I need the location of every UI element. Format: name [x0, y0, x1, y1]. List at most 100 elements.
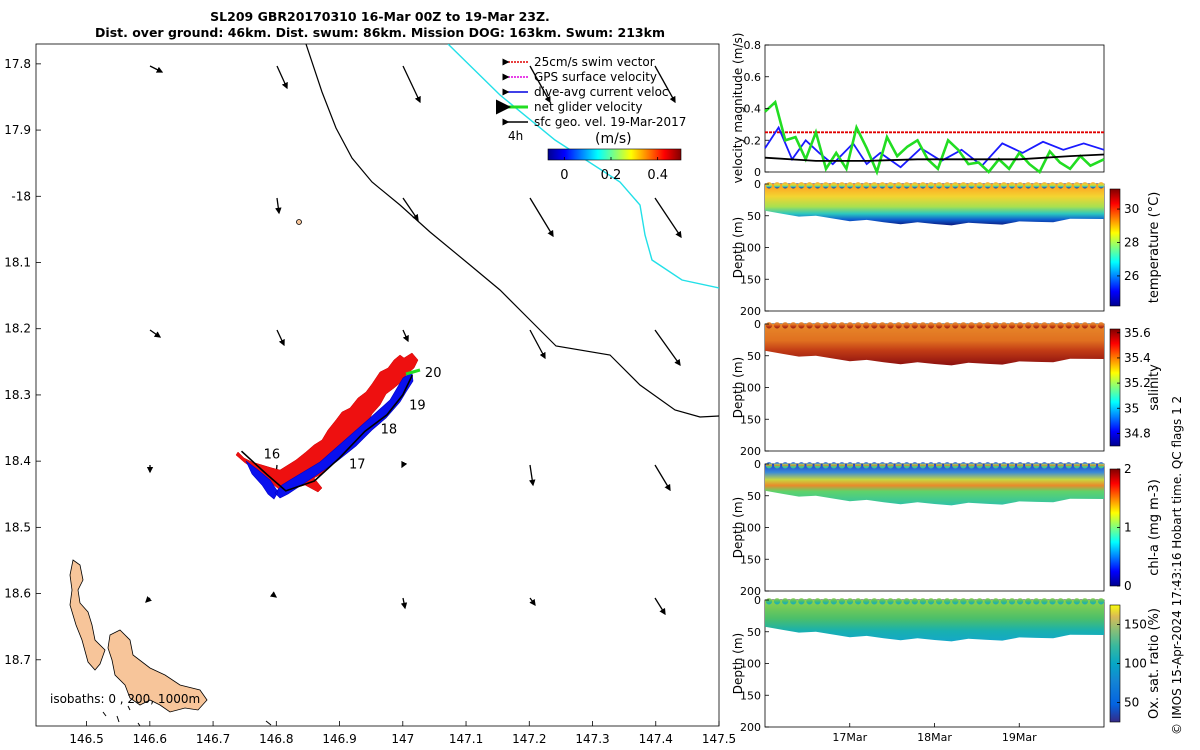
profile-dot — [879, 182, 886, 189]
profile-dot — [960, 598, 967, 605]
map-x-tick-label: 147.5 — [702, 732, 736, 746]
profile-dot — [1016, 598, 1024, 605]
geo-arrow — [149, 329, 162, 338]
profile-dot — [1033, 598, 1040, 605]
profile-dot — [927, 182, 935, 189]
profile-dot — [822, 598, 829, 605]
profile-dot — [968, 598, 975, 605]
profile-dot — [871, 598, 878, 605]
section-y-tick-label: 200 — [740, 585, 761, 598]
isobath-200m — [305, 44, 719, 418]
profile-dot — [911, 598, 918, 605]
section-colorbar-tick-label: 35.2 — [1124, 376, 1151, 390]
velocity-ylabel: velocity magnitude (m/s) — [731, 33, 745, 184]
profile-dot — [887, 462, 894, 469]
profile-dot — [935, 322, 943, 329]
profile-dot — [952, 598, 959, 605]
section-colorbar-tick-label: 1 — [1124, 521, 1132, 535]
day-label: 19 — [409, 399, 426, 414]
profile-dot — [798, 322, 805, 329]
profile-dot — [935, 462, 943, 469]
profile-dot — [798, 598, 805, 605]
section-y-tick-label: 100 — [740, 382, 761, 395]
section-y-tick-label: 150 — [740, 553, 761, 566]
profile-dot — [895, 322, 902, 329]
section-colorbar-tick-label: 34.8 — [1124, 426, 1151, 440]
profile-dot — [887, 182, 894, 189]
profile-dot — [871, 462, 878, 469]
map-x-tick-label: 146.9 — [322, 732, 356, 746]
profile-dot — [1081, 182, 1089, 189]
profile-dot — [1065, 462, 1072, 469]
section-colorbar-tick-label: 2 — [1124, 462, 1132, 476]
profile-dot — [952, 462, 959, 469]
island-north — [69, 559, 106, 671]
section-x-tick-label: 18Mar — [917, 731, 952, 744]
credit-text: © IMOS 15-Apr-2024 17:43:16 Hobart time.… — [1170, 395, 1184, 735]
section-ylabel: Depth (m) — [731, 217, 745, 278]
profile-dot — [806, 182, 813, 189]
profile-dot — [830, 462, 837, 469]
geo-arrow — [269, 591, 278, 598]
map-y-tick-label: 18.1 — [4, 256, 31, 270]
profile-dot — [806, 462, 813, 469]
section-x-tick-label: 19Mar — [1002, 731, 1037, 744]
profile-dot — [871, 322, 878, 329]
profile-dot — [814, 462, 821, 469]
profile-dot — [790, 598, 797, 605]
profile-dot — [765, 598, 773, 605]
profile-dot — [854, 182, 862, 189]
section-ylabel: Depth (m) — [731, 497, 745, 558]
profile-dot — [863, 598, 870, 605]
profile-dot — [927, 462, 935, 469]
profile-dot — [960, 182, 967, 189]
speed-colorbar — [547, 148, 682, 161]
profile-dot — [976, 462, 983, 469]
velocity-y-tick-label: 0.4 — [744, 103, 762, 116]
profile-dot — [1049, 598, 1056, 605]
net-glider-vector — [405, 368, 421, 376]
geo-arrow — [276, 329, 285, 347]
profile-dot — [798, 462, 805, 469]
profile-dot — [1057, 462, 1064, 469]
section-ylabel: Depth (m) — [731, 357, 745, 418]
profile-dot — [798, 182, 805, 189]
geo-arrow — [149, 65, 164, 73]
profile-dot — [1008, 598, 1016, 605]
geo-arrow — [529, 65, 551, 104]
day-label: 20 — [425, 366, 442, 381]
profile-dot — [1049, 322, 1056, 329]
profile-dot — [992, 598, 999, 605]
map-y-tick-label: 18.2 — [4, 322, 31, 336]
profile-dot — [830, 322, 837, 329]
section-y-tick-label: 100 — [740, 242, 761, 255]
profile-dot — [846, 598, 854, 605]
profile-dot — [1081, 462, 1089, 469]
section-y-tick-label: 150 — [740, 413, 761, 426]
profile-dot — [790, 462, 797, 469]
profile-dot — [968, 322, 975, 329]
section-data-field — [765, 184, 1104, 226]
profile-dot — [822, 182, 829, 189]
profile-dot — [1000, 322, 1008, 329]
profile-dot — [944, 182, 951, 189]
profile-dot — [984, 598, 991, 605]
profile-dot — [1041, 182, 1048, 189]
section-y-tick-label: 200 — [740, 445, 761, 458]
profile-dot — [992, 322, 999, 329]
profile-dot — [984, 322, 991, 329]
profile-dot — [1016, 182, 1024, 189]
isobath-1000m — [447, 44, 719, 289]
profile-dot — [1073, 322, 1081, 329]
section-y-tick-label: 50 — [747, 210, 761, 223]
map-y-tick-label: 18.3 — [4, 388, 31, 402]
profile-dot — [935, 598, 943, 605]
profile-dot — [1000, 182, 1008, 189]
section-colorbar-tick-label: 50 — [1124, 696, 1139, 710]
profile-dot — [952, 182, 959, 189]
profile-dot — [976, 598, 983, 605]
geo-arrow — [529, 597, 536, 607]
section-colorbar-tick-label: 35.6 — [1124, 326, 1151, 340]
